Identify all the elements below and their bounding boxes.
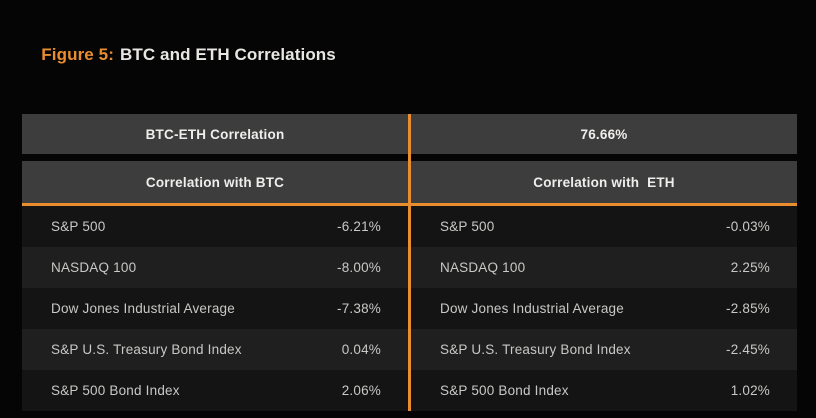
table-row: S&P 500 Bond Index 1.02% — [411, 370, 797, 411]
row-label: NASDAQ 100 — [51, 260, 137, 275]
btc-subheader-cell: Correlation with BTC — [22, 161, 408, 206]
row-label: NASDAQ 100 — [440, 260, 526, 275]
table-row: Dow Jones Industrial Average -2.85% — [411, 288, 797, 329]
summary-label-cell: BTC-ETH Correlation — [22, 114, 408, 154]
figure-label: Figure 5: — [41, 45, 114, 64]
row-label: S&P 500 — [51, 219, 106, 234]
btc-subheader-label: Correlation with BTC — [145, 174, 285, 190]
row-value: -7.38% — [337, 301, 381, 316]
row-label: S&P U.S. Treasury Bond Index — [440, 342, 631, 357]
btc-panel: BTC-ETH Correlation Correlation with BTC… — [22, 114, 408, 411]
eth-rows: S&P 500 -0.03% NASDAQ 100 2.25% Dow Jone… — [411, 206, 797, 411]
row-value: 2.06% — [341, 383, 381, 398]
btc-rows: S&P 500 -6.21% NASDAQ 100 -8.00% Dow Jon… — [22, 206, 408, 411]
row-value: -6.21% — [337, 219, 381, 234]
table-row: S&P 500 Bond Index 2.06% — [22, 370, 408, 411]
correlation-table: BTC-ETH Correlation Correlation with BTC… — [22, 114, 797, 411]
table-row: S&P 500 -0.03% — [411, 206, 797, 247]
summary-value-cell: 76.66% — [411, 114, 797, 154]
row-value: -0.03% — [726, 219, 770, 234]
row-label: S&P U.S. Treasury Bond Index — [51, 342, 242, 357]
row-label: S&P 500 Bond Index — [51, 383, 180, 398]
table-row: Dow Jones Industrial Average -7.38% — [22, 288, 408, 329]
row-value: 0.04% — [341, 342, 381, 357]
table-row: NASDAQ 100 2.25% — [411, 247, 797, 288]
eth-subheader-label: Correlation with ETH — [533, 174, 675, 190]
page: Figure 5: BTC and ETH Correlations BTC-ET… — [0, 25, 816, 418]
row-label: S&P 500 Bond Index — [440, 383, 569, 398]
row-value: -8.00% — [337, 260, 381, 275]
band-gap-right — [411, 154, 797, 161]
row-label: Dow Jones Industrial Average — [51, 301, 235, 316]
figure-title-text: BTC and ETH Correlations — [119, 45, 336, 64]
summary-value: 76.66% — [580, 126, 628, 142]
column-divider — [408, 114, 411, 411]
figure-title: Figure 5: BTC and ETH Correlations — [22, 25, 794, 85]
row-value: 2.25% — [730, 260, 770, 275]
summary-label: BTC-ETH Correlation — [145, 126, 285, 142]
table-row: NASDAQ 100 -8.00% — [22, 247, 408, 288]
table-row: S&P U.S. Treasury Bond Index 0.04% — [22, 329, 408, 370]
row-value: 1.02% — [730, 383, 770, 398]
table-row: S&P 500 -6.21% — [22, 206, 408, 247]
band-gap-left — [22, 154, 408, 161]
eth-panel: 76.66% Correlation with ETH S&P 500 -0.0… — [411, 114, 797, 411]
row-value: -2.85% — [726, 301, 770, 316]
eth-subheader-cell: Correlation with ETH — [411, 161, 797, 206]
row-value: -2.45% — [726, 342, 770, 357]
row-label: S&P 500 — [440, 219, 495, 234]
table-row: S&P U.S. Treasury Bond Index -2.45% — [411, 329, 797, 370]
row-label: Dow Jones Industrial Average — [440, 301, 624, 316]
